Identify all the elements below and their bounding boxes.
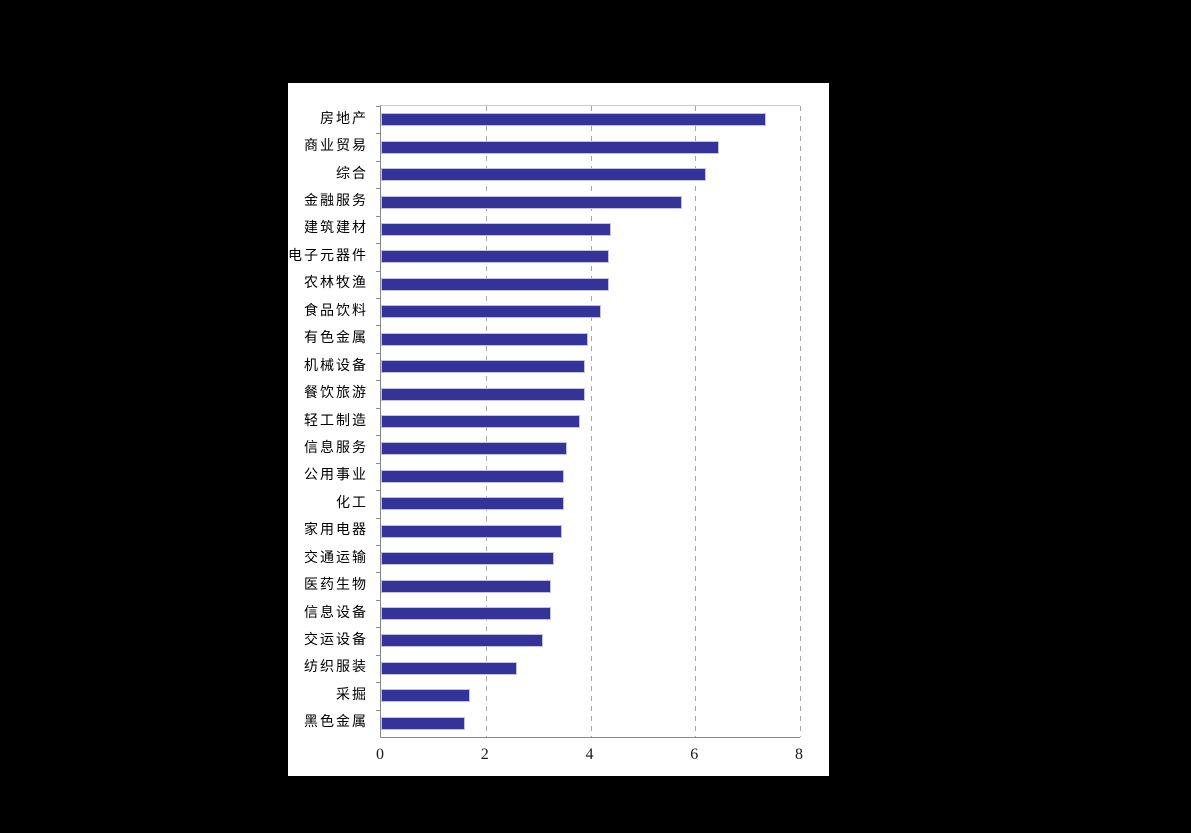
category-label: 公用事业 [304, 467, 368, 484]
category-label: 纺织服装 [304, 659, 368, 676]
y-axis-tick [376, 188, 380, 190]
category-label: 机械设备 [304, 357, 368, 374]
y-axis-tick [376, 215, 380, 217]
chart-panel: 房地产商业贸易综合金融服务建筑建材电子元器件农林牧渔食品饮料有色金属机械设备餐饮… [288, 83, 829, 776]
y-axis-tick [376, 682, 380, 684]
y-axis-tick [376, 627, 380, 629]
y-axis-tick [376, 298, 380, 300]
bar [381, 305, 601, 319]
bar [381, 607, 552, 621]
x-tick-label: 2 [480, 746, 489, 763]
y-axis-tick [376, 133, 380, 135]
y-axis-tick [376, 160, 380, 162]
y-axis-tick [376, 380, 380, 382]
category-axis: 房地产商业贸易综合金融服务建筑建材电子元器件农林牧渔食品饮料有色金属机械设备餐饮… [288, 105, 374, 736]
y-axis-tick [376, 572, 380, 574]
category-label: 建筑建材 [304, 220, 368, 237]
category-label: 餐饮旅游 [304, 385, 368, 402]
y-axis-tick [376, 270, 380, 272]
bar [381, 332, 588, 346]
bar [381, 661, 518, 675]
gridline [590, 106, 592, 737]
category-label: 农林牧渔 [304, 275, 368, 292]
gridline [800, 106, 801, 737]
category-label: 家用电器 [304, 522, 368, 539]
category-label: 商业贸易 [304, 138, 368, 155]
bar [381, 113, 766, 127]
category-label: 电子元器件 [288, 247, 368, 264]
category-label: 交运设备 [304, 631, 368, 648]
y-axis-tick [376, 462, 380, 464]
category-label: 有色金属 [304, 330, 368, 347]
x-tick-label: 0 [376, 746, 384, 763]
bar [381, 387, 586, 401]
y-axis-tick [376, 352, 380, 354]
bar [381, 716, 465, 730]
bar [381, 195, 683, 209]
category-label: 综合 [336, 165, 368, 182]
x-tick-label: 8 [795, 746, 803, 763]
bar [381, 579, 552, 593]
y-axis-tick [376, 435, 380, 437]
bar [381, 497, 565, 511]
y-axis-tick [376, 243, 380, 245]
bar [381, 469, 565, 483]
y-axis-tick [376, 517, 380, 519]
category-label: 金融服务 [304, 193, 368, 210]
x-tick-label: 4 [585, 746, 594, 763]
bar [381, 250, 609, 264]
value-axis: 0 2 4 6 8 [376, 746, 803, 770]
bar [381, 634, 544, 648]
plot-area [376, 105, 801, 738]
bar [381, 524, 562, 538]
bar [381, 222, 612, 236]
y-axis-tick [376, 407, 380, 409]
category-label: 信息设备 [304, 604, 368, 621]
gridline [695, 106, 697, 737]
y-axis-tick [376, 544, 380, 546]
y-axis-tick [376, 325, 380, 327]
category-label: 化工 [336, 494, 368, 511]
y-axis-tick [376, 490, 380, 492]
category-label: 食品饮料 [304, 302, 368, 319]
bar [381, 140, 719, 154]
bar [381, 442, 567, 456]
bar [381, 552, 554, 566]
bar [381, 415, 581, 428]
y-axis-tick [376, 654, 380, 656]
category-label: 采掘 [336, 686, 368, 703]
category-label: 轻工制造 [304, 412, 368, 429]
category-label: 黑色金属 [304, 714, 368, 731]
bar [381, 277, 609, 291]
category-label: 医药生物 [304, 577, 368, 594]
category-label: 交通运输 [304, 549, 368, 566]
y-axis-tick [376, 599, 380, 601]
category-label: 房地产 [320, 110, 368, 127]
y-axis-tick [376, 106, 380, 107]
y-axis-tick [376, 709, 380, 711]
bar [381, 360, 586, 374]
x-tick-label: 6 [690, 746, 699, 763]
bar [381, 168, 706, 182]
bar [381, 689, 471, 703]
category-label: 信息服务 [304, 439, 368, 456]
